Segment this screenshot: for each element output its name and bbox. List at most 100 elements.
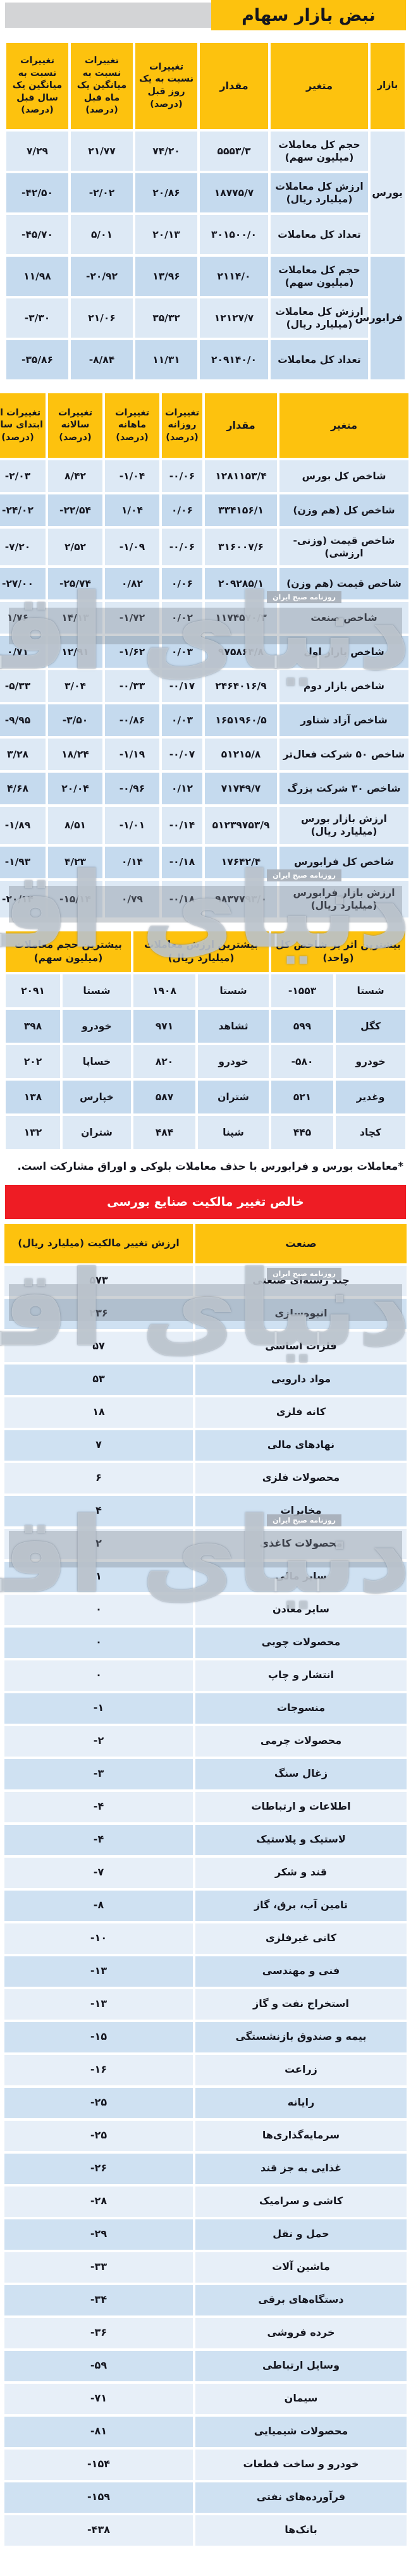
daily-change-cell: ۰/۰۳: [162, 636, 202, 668]
monthly-change-cell: ۰/۷۹: [105, 880, 159, 917]
variable-cell: شاخص کل فرابورس: [279, 846, 408, 878]
ytd-change-cell-number: -۵/۳۳: [4, 680, 31, 692]
market-row: تعداد کل معاملات ۳۰۱۵۰۰/۰ ۲۰/۱۳ ۵/۰۱ -۴۵/۷۰: [6, 215, 405, 254]
ownership-change-cell: -۱۰: [4, 1923, 193, 1954]
ownership-change-cell-number: ۱: [95, 1570, 102, 1583]
yearly-change-cell-number: ۱۴/۱۳: [61, 612, 89, 624]
industry-name-cell: اطلاعات و ارتباطات: [195, 1791, 407, 1822]
ownership-change-cell: -۸: [4, 1890, 193, 1921]
ytd-change-cell: -۹/۹۵: [0, 704, 46, 737]
yearly-change-cell-number: ۳/۰۴: [64, 680, 87, 692]
col-header-top-trade-volume: بیشترین حجم معاملات (میلیون سهم): [5, 931, 131, 972]
ownership-change-cell-number: -۷۱: [90, 2392, 107, 2405]
daily-change-cell-number: ۰/۱۲: [171, 783, 193, 795]
col-header-value: مقدار: [205, 393, 277, 458]
ownership-change-cell-number: ۴: [95, 1504, 102, 1517]
industry-row: انبوه‌سازی ۲۳۶: [4, 1298, 407, 1329]
daily-change-cell-number: -۰/۰۷: [169, 749, 195, 761]
yearly-change-cell: ۱۴/۱۳: [48, 602, 102, 634]
industry-row: فرآورده‌های نفتی -۱۵۹: [4, 2482, 407, 2513]
value-cell: ۷۱۷۴۹/۷: [205, 773, 277, 805]
ownership-change-cell-number: -۱۰: [90, 1932, 107, 1944]
industry-row: ماشین آلات -۳۳: [4, 2252, 407, 2283]
daily-change-cell: ۰/۰۶: [162, 568, 202, 600]
impact-ticker-cell: کگل: [336, 1009, 406, 1043]
col-header-daily-change: تغییرات روزانه (درصد): [162, 393, 202, 458]
volume-value-cell-number: ۱۳۲: [23, 1126, 42, 1138]
change-1year-cell-number: ۱۱/۹۸: [23, 270, 51, 282]
yearly-change-cell: -۳/۵۰: [48, 704, 102, 737]
col-header-ownership-value: ارزش تغییر مالکیت (میلیارد ریال): [4, 1224, 193, 1263]
industry-name-cell: ماشین آلات: [195, 2252, 407, 2283]
daily-change-cell-number: -۰/۰۶: [169, 541, 195, 553]
daily-change-cell: ۰/۱۲: [162, 773, 202, 805]
monthly-change-cell: ۰/۱۴: [105, 846, 159, 878]
change-1month-cell: -۸/۸۴: [71, 340, 133, 379]
yearly-change-cell-number: ۲/۵۲: [64, 541, 87, 553]
ytd-change-cell: ۱/۷۶: [0, 602, 46, 634]
industry-name-cell: رایانه: [195, 2087, 407, 2118]
index-table-header-row: متغیر مقدار تغییرات روزانه (درصد) تغییرا…: [0, 393, 408, 458]
top-movers-row: کچاد ۴۴۵ شپنا ۴۸۴ شتران ۱۳۲: [5, 1115, 406, 1149]
yearly-change-cell: -۲۵/۷۴: [48, 568, 102, 600]
industry-row: سایر مالی ۱: [4, 1561, 407, 1592]
movers-header-row: بیشترین اثر بر شاخص کل (واحد) بیشترین ار…: [5, 931, 406, 972]
value-cell: ۹۸۳۷۷۹۳/۰: [205, 880, 277, 917]
industry-row: حمل و نقل -۲۹: [4, 2219, 407, 2250]
impact-value-cell: ۴۴۵: [271, 1115, 334, 1149]
change-1day-cell-number: ۱۳/۹۶: [152, 270, 180, 282]
market-table-header-row: بازار متغیر مقدار تغییرات نسبت به یک روز…: [6, 43, 405, 129]
impact-value-cell: -۵۸۰: [271, 1045, 334, 1078]
value-cell-number: ۱۲۱۲۷/۷: [214, 312, 254, 324]
change-1month-cell: -۲۰/۹۲: [71, 257, 133, 296]
ytd-change-cell-number: -۱/۸۹: [4, 819, 31, 831]
change-1year-cell: ۷/۲۹: [6, 132, 68, 171]
monthly-change-cell: ۰/۸۲: [105, 568, 159, 600]
industry-row: محصولات چوبی ۰: [4, 1627, 407, 1658]
industry-row: بانک‌ها -۴۳۸: [4, 2515, 407, 2546]
ownership-change-cell: ۵۷: [4, 1331, 193, 1362]
industry-row: محصولات کاغذی ۲: [4, 1528, 407, 1559]
market-row: ارزش کل معاملات (میلیارد ریال) ۱۲۱۲۷/۷ ۳۵/…: [6, 298, 405, 338]
monthly-change-cell-number: -۰/۹۶: [119, 783, 145, 795]
ownership-change-cell-number: -۲۹: [90, 2228, 107, 2240]
variable-cell: شاخص کل (هم وزن): [279, 494, 408, 526]
industry-name-cell: لاستیک و پلاستیک: [195, 1824, 407, 1855]
industry-name-cell: بیمه و صندوق بازنشستگی: [195, 2021, 407, 2052]
industry-row: خرده فروشی -۳۶: [4, 2317, 407, 2348]
value-cell: ۱۲۸۱۱۵۳/۴: [205, 460, 277, 492]
ownership-change-cell: -۴: [4, 1824, 193, 1855]
ytd-change-cell: -۱/۹۳: [0, 846, 46, 878]
value-cell: ۲۰۹۲۸۵/۱: [205, 568, 277, 600]
daily-change-cell: -۰/۱۸: [162, 846, 202, 878]
industry-row: مخابرات ۴: [4, 1495, 407, 1526]
ownership-change-cell: ۱۸: [4, 1397, 193, 1428]
value-cell-number: ۵۱۲۳۹۷۵۳/۹: [212, 819, 270, 831]
ytd-change-cell-number: ۱/۷۶: [6, 612, 29, 624]
yearly-change-cell: ۱۲/۹۱: [48, 636, 102, 668]
ytd-change-cell-number: -۹/۹۵: [4, 715, 31, 727]
change-1year-cell-number: -۳/۳۰: [24, 312, 51, 324]
industry-row: محصولات چرمی -۲: [4, 1726, 407, 1757]
impact-value-cell: ۵۹۹: [271, 1009, 334, 1043]
ownership-change-cell-number: ۷: [95, 1438, 102, 1451]
industry-row: محصولات شیمیایی -۸۱: [4, 2416, 407, 2447]
change-1year-cell-number: -۴۵/۷۰: [21, 228, 53, 240]
volume-value-cell-number: ۱۳۸: [23, 1091, 42, 1103]
daily-change-cell-number: ۰/۰۲: [171, 612, 193, 624]
yearly-change-cell: -۲۲/۵۴: [48, 494, 102, 526]
industry-row: فنی و مهندسی -۱۳: [4, 1956, 407, 1987]
ownership-change-cell: ۰: [4, 1660, 193, 1691]
change-1day-cell: ۱۳/۹۶: [135, 257, 197, 296]
trade-value-cell-number: ۴۸۴: [155, 1126, 174, 1138]
volume-value-cell: ۳۹۸: [5, 1009, 60, 1043]
yearly-change-cell: -۱۵/۱۴: [48, 880, 102, 917]
industry-row: سیمان -۷۱: [4, 2383, 407, 2414]
monthly-change-cell-number: -۱/۱۹: [119, 749, 145, 761]
industry-name-cell: کاشی و سرامیک: [195, 2186, 407, 2217]
ownership-change-cell: -۱۵: [4, 2021, 193, 2052]
ownership-change-cell: -۲۸: [4, 2186, 193, 2217]
change-1day-cell-number: ۱۱/۳۱: [152, 353, 180, 365]
trade-value-ticker-cell: خودرو: [198, 1045, 269, 1078]
